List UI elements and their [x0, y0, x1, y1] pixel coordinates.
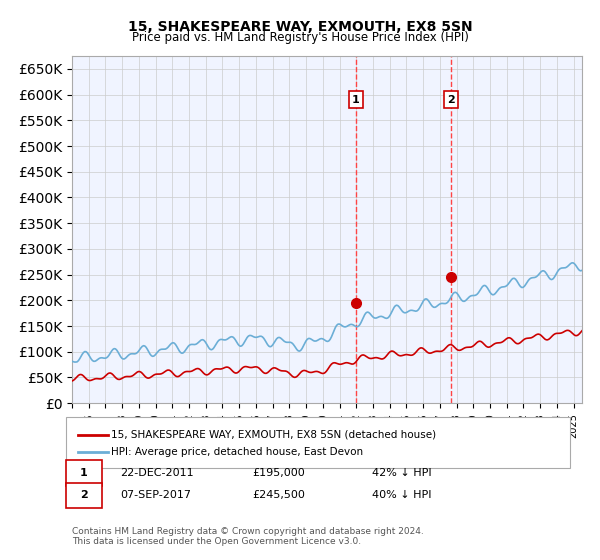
Text: 15, SHAKESPEARE WAY, EXMOUTH, EX8 5SN: 15, SHAKESPEARE WAY, EXMOUTH, EX8 5SN — [128, 20, 472, 34]
Text: 2: 2 — [80, 490, 88, 500]
Text: Contains HM Land Registry data © Crown copyright and database right 2024.
This d: Contains HM Land Registry data © Crown c… — [72, 526, 424, 546]
Text: £245,500: £245,500 — [252, 490, 305, 500]
Text: £195,000: £195,000 — [252, 468, 305, 478]
Text: HPI: Average price, detached house, East Devon: HPI: Average price, detached house, East… — [111, 447, 363, 457]
Text: 15, SHAKESPEARE WAY, EXMOUTH, EX8 5SN (detached house): 15, SHAKESPEARE WAY, EXMOUTH, EX8 5SN (d… — [111, 430, 436, 440]
Text: 1: 1 — [352, 95, 359, 105]
Text: Price paid vs. HM Land Registry's House Price Index (HPI): Price paid vs. HM Land Registry's House … — [131, 31, 469, 44]
Text: 22-DEC-2011: 22-DEC-2011 — [120, 468, 194, 478]
Text: 1: 1 — [80, 468, 88, 478]
Text: 40% ↓ HPI: 40% ↓ HPI — [372, 490, 431, 500]
Text: 42% ↓ HPI: 42% ↓ HPI — [372, 468, 431, 478]
Text: 07-SEP-2017: 07-SEP-2017 — [120, 490, 191, 500]
Text: 2: 2 — [448, 95, 455, 105]
